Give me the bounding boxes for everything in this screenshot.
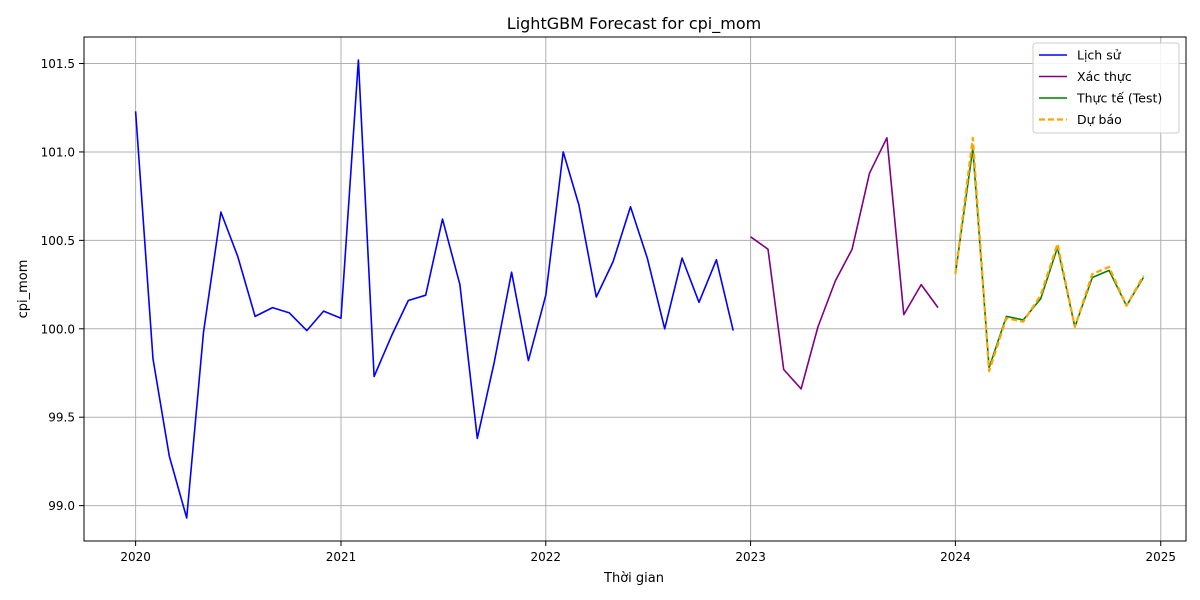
y-tick-label: 101.0 <box>41 145 75 159</box>
legend-label: Dự báo <box>1077 112 1122 127</box>
chart-title: LightGBM Forecast for cpi_mom <box>507 14 761 34</box>
x-tick-label: 2022 <box>531 550 562 564</box>
series-line-1 <box>750 137 939 390</box>
x-tick-label: 2025 <box>1145 550 1176 564</box>
grid-lines <box>84 37 1186 541</box>
x-axis-label: Thời gian <box>603 571 664 586</box>
legend: Lịch sử Xác thực Thực tế (Test) Dự báo <box>1032 42 1180 134</box>
x-tick-label: 2021 <box>326 550 357 564</box>
y-tick-label: 100.5 <box>41 234 75 248</box>
legend-box <box>1032 42 1180 134</box>
series-line-3 <box>954 136 1145 373</box>
plot-frame <box>83 36 1187 542</box>
series-lines <box>134 59 1145 519</box>
y-tick-label: 100.0 <box>41 322 75 336</box>
y-tick-label: 99.5 <box>48 411 75 425</box>
x-tick-label: 2024 <box>940 550 971 564</box>
legend-label: Xác thực <box>1077 69 1132 84</box>
y-axis-label: cpi_mom <box>16 260 31 319</box>
x-tick-label: 2020 <box>120 550 151 564</box>
y-tick-label: 99.0 <box>48 499 75 513</box>
x-axis-ticks: 2020 2021 2022 2023 2024 2025 <box>120 541 1176 564</box>
y-axis-ticks: 99.0 99.5 100.0 100.5 101.0 101.5 <box>41 57 84 513</box>
series-line-2 <box>954 147 1145 369</box>
y-tick-label: 101.5 <box>41 57 75 71</box>
series-line-0 <box>134 59 734 519</box>
x-tick-label: 2023 <box>735 550 766 564</box>
legend-label: Lịch sử <box>1077 48 1122 63</box>
legend-label: Thực tế (Test) <box>1076 91 1162 106</box>
